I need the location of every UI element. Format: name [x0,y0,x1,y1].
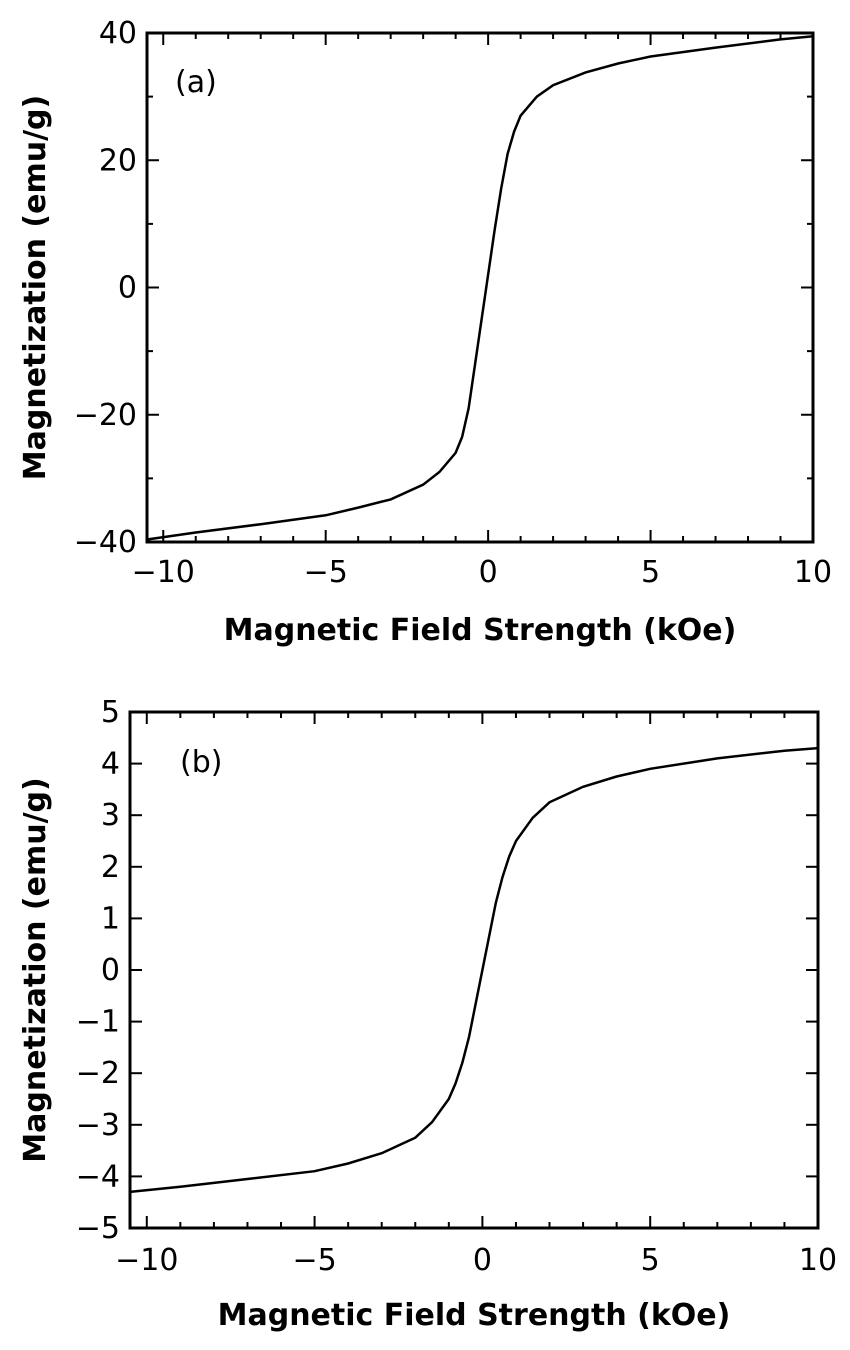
plot-frame [145,31,815,544]
x-tick-label: −5 [304,555,348,590]
x-tick-label: 0 [479,555,498,590]
magnetization-curve [129,746,819,1194]
x-tick-label: 0 [473,1243,492,1278]
x-tick-label: −10 [132,555,195,590]
y-tick-label: −3 [76,1108,120,1143]
x-tick-label: −5 [292,1243,336,1278]
panel-label: (b) [180,745,222,780]
y-tick-label: −2 [76,1056,120,1091]
x-axis-title: Magnetic Field Strength (kOe) [218,1298,731,1333]
y-axis-title: Magnetization (emu/g) [18,777,53,1162]
y-tick-label: 0 [118,271,137,306]
y-tick-label: 0 [101,953,120,988]
x-tick-label: 10 [794,555,832,590]
x-tick-label: 5 [641,555,660,590]
y-axis-title: Magnetization (emu/g) [18,95,53,480]
chart-panel-a: −10 −5 0 5 10 −40 −20 0 20 40 Magnetic Field Stren… [18,16,832,648]
x-axis-title: Magnetic Field Strength (kOe) [224,613,737,648]
x-tick-label: 5 [641,1243,660,1278]
y-tick-label: −20 [74,398,137,433]
x-tick-label: −10 [115,1243,178,1278]
y-tick-label: 5 [101,695,120,730]
y-tick-label: 4 [101,747,120,782]
plot-frame [128,710,820,1230]
y-tick-label: −1 [76,1005,120,1040]
y-tick-label: −40 [74,525,137,560]
magnetization-curve [146,34,814,541]
y-tick-label: 3 [101,798,120,833]
x-tick-label: 10 [799,1243,837,1278]
y-tick-label: 20 [99,143,137,178]
y-tick-label: −4 [76,1159,120,1194]
y-tick-label: 1 [101,901,120,936]
y-tick-label: 2 [101,850,120,885]
panel-label: (a) [175,65,217,100]
y-tick-label: −5 [76,1211,120,1246]
y-tick-label: 40 [99,16,137,51]
